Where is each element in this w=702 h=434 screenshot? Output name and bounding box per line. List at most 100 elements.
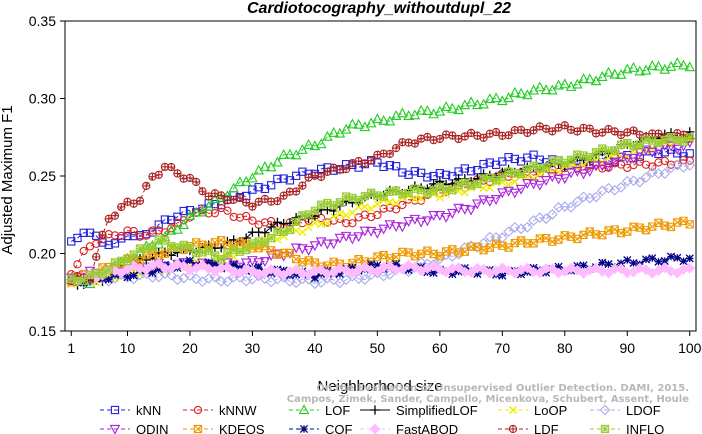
data-point [671,159,683,171]
data-point [679,155,688,165]
data-point [504,131,513,140]
data-point [641,255,651,264]
y-axis: 0.15 0.20 0.25 0.30 0.35 [29,13,65,339]
data-point [573,127,582,136]
data-point [135,232,145,241]
data-point [423,173,432,182]
data-point [185,243,195,252]
data-point [298,228,307,237]
data-point [598,258,607,267]
data-point [142,181,151,191]
data-point [317,220,326,229]
data-point [666,160,676,169]
legend: kNN kNNW LOF SimplifiedLOF LoOP LDOF ODIN KDEOS… [100,403,664,434]
data-point [378,114,389,125]
series-line-lof [71,62,690,285]
data-point [153,258,165,270]
data-point [579,261,588,270]
data-point [365,226,377,237]
data-point [210,199,220,209]
data-point [447,208,458,219]
data-point [309,278,321,290]
data-point [490,195,502,205]
data-point [235,193,245,203]
data-point [584,192,596,204]
data-point [172,259,183,270]
data-point [685,133,694,142]
data-point [503,226,514,238]
x-tick-label: 30 [245,340,261,356]
data-point [142,244,151,253]
legend-label: LDOF [626,403,661,418]
data-point [315,237,327,248]
data-point [559,266,571,277]
data-point [334,233,346,244]
data-point [123,226,132,235]
legend-label: FastABOD [396,422,458,434]
legend-label: ODIN [136,422,169,434]
y-tick-label: 0.30 [29,91,56,107]
legend-swatch-marker [298,404,310,415]
data-point [571,264,583,276]
data-point [209,193,221,204]
data-point [248,185,257,194]
data-point [560,121,569,130]
data-point [585,124,594,133]
data-point [609,68,621,79]
data-point [578,169,589,180]
data-point [385,203,395,212]
data-point [685,156,694,165]
data-point [403,259,414,271]
data-point [553,174,564,185]
data-point [560,158,569,168]
data-point [135,196,145,205]
data-point [596,266,608,278]
data-point [635,140,644,149]
legend-item-odin: ODIN [100,422,169,434]
data-point [353,118,364,129]
data-point [609,157,621,168]
data-point [259,257,271,268]
data-point [453,203,464,214]
data-point [566,155,576,165]
data-point [335,269,344,278]
data-point [578,73,589,84]
data-point [353,273,365,285]
data-point [129,250,138,259]
data-point [359,274,371,285]
data-point [123,231,132,241]
x-axis: 1 10 20 30 40 50 60 70 80 90 100 [67,331,702,356]
data-point [248,202,257,211]
data-point [610,127,619,136]
data-point [521,262,533,274]
series-line-knnw [70,159,690,275]
chart-title: Cardiotocography_withoutdupl_22 [247,0,511,17]
data-point [248,216,257,225]
data-point [341,219,351,228]
data-point [434,264,446,275]
data-point [142,231,151,240]
data-point [354,202,363,212]
data-point [615,182,627,193]
data-point [565,201,577,213]
data-point [685,254,694,263]
data-point [204,246,213,255]
legend-item-knnw: kNNW [183,403,257,418]
data-point [148,242,157,252]
y-tick-label: 0.35 [29,13,56,29]
data-point [123,256,132,266]
data-point [410,167,420,176]
series-fastabod [65,258,696,287]
data-point [372,113,383,124]
data-point [398,200,407,210]
series-kdeos [67,216,694,287]
data-point [460,164,469,173]
data-point [559,174,571,185]
legend-swatch-marker [599,404,611,416]
data-point [110,239,120,248]
data-point [366,188,376,197]
data-point [379,192,388,201]
data-point [259,273,271,285]
data-point [129,231,138,241]
